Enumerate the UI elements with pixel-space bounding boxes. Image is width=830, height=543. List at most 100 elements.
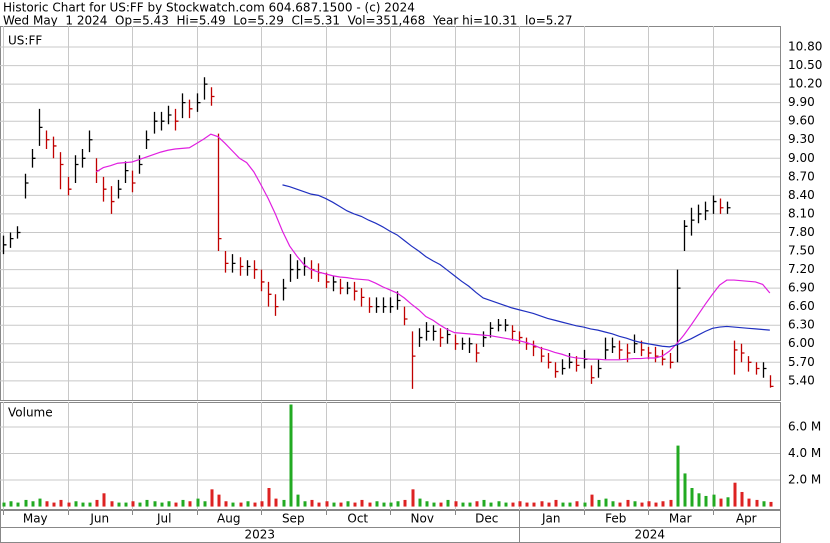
price-bar — [704, 201, 709, 221]
y-tick-label: 7.20 — [788, 262, 815, 276]
volume-bar — [583, 502, 587, 507]
volume-bar — [697, 493, 701, 507]
price-bar — [124, 161, 129, 184]
price-bar — [38, 108, 43, 146]
volume-bar — [532, 502, 536, 507]
price-bar — [633, 334, 638, 354]
volume-bar — [38, 498, 42, 507]
volume-bar — [274, 498, 278, 507]
price-bar — [511, 325, 516, 341]
month-label: Feb — [605, 512, 626, 526]
volume-bar — [554, 499, 558, 507]
price-bar — [762, 362, 767, 378]
volume-bar — [224, 501, 228, 507]
volume-bar — [81, 502, 85, 507]
price-bar — [59, 152, 64, 190]
price-bar — [153, 111, 158, 134]
price-bar — [110, 186, 115, 214]
volume-bar — [389, 502, 393, 507]
volume-bar — [310, 499, 314, 507]
volume-bar — [353, 502, 357, 507]
volume-bar — [368, 502, 372, 507]
volume-bar — [626, 499, 630, 507]
price-bar — [618, 340, 623, 360]
volume-bar — [181, 499, 185, 507]
volume-bar — [669, 499, 673, 507]
price-bar — [368, 297, 373, 313]
volume-bar — [325, 501, 329, 507]
volume-bar — [604, 498, 608, 507]
volume-bar — [755, 499, 759, 507]
price-bar — [547, 353, 552, 369]
volume-label: Volume — [8, 406, 53, 420]
price-bar — [260, 269, 265, 292]
price-bar — [454, 334, 459, 350]
y-tick-label: 10.50 — [788, 58, 822, 72]
volume-bar — [568, 502, 572, 507]
month-label: Jun — [89, 512, 109, 526]
volume-bar — [360, 499, 364, 507]
price-bar — [769, 375, 774, 388]
volume-bar — [769, 501, 773, 507]
price-bar — [518, 331, 523, 344]
volume-bar — [160, 502, 164, 507]
volume-bar — [210, 489, 214, 507]
volume-bar — [647, 501, 651, 507]
price-bar — [289, 254, 294, 282]
price-bar — [160, 111, 165, 131]
month-label: Oct — [347, 512, 368, 526]
price-bar — [145, 130, 150, 150]
volume-bar — [432, 502, 436, 507]
price-bar — [74, 155, 79, 184]
price-bar — [575, 356, 580, 372]
price-bar — [540, 346, 545, 363]
volume-bar — [88, 502, 92, 507]
price-bar — [719, 198, 724, 214]
y-tick-label: 7.50 — [788, 244, 815, 258]
volume-bar — [303, 501, 307, 507]
volume-bar — [747, 498, 751, 507]
price-bar — [403, 306, 408, 326]
price-bar — [647, 346, 652, 360]
price-bar — [81, 149, 86, 168]
price-bar — [9, 232, 14, 248]
price-bar — [16, 226, 21, 239]
volume-bar — [446, 499, 450, 507]
price-bar — [131, 170, 136, 193]
price-bar — [282, 278, 287, 301]
volume-bar — [547, 502, 551, 507]
volume-bar — [145, 499, 149, 507]
volume-bar — [482, 499, 486, 507]
price-bar — [661, 349, 666, 366]
y-tick-label: 6.90 — [788, 281, 815, 295]
price-bar — [468, 337, 473, 354]
price-bar — [747, 356, 752, 372]
price-bar — [138, 155, 143, 174]
price-bar — [497, 319, 502, 332]
month-label: May — [23, 512, 48, 526]
month-label: Jul — [156, 512, 171, 526]
header-quote: Wed May 1 2024 Op=5.43 Hi=5.49 Lo=5.29 C… — [3, 14, 573, 28]
volume-tick-label: 4.0 M — [788, 446, 821, 460]
month-label: Sep — [282, 512, 305, 526]
price-bar — [196, 93, 201, 112]
volume-bar — [246, 501, 250, 507]
volume-bar — [618, 502, 622, 507]
volume-bar — [489, 502, 493, 507]
volume-bar — [45, 501, 49, 507]
price-bar — [2, 235, 7, 255]
year-label: 2023 — [244, 528, 275, 542]
volume-tick-label: 2.0 M — [788, 473, 821, 487]
volume-bar — [439, 502, 443, 507]
price-bar — [683, 220, 688, 252]
volume-bar — [590, 494, 594, 507]
y-tick-label: 5.70 — [788, 355, 815, 369]
volume-bar — [117, 502, 121, 507]
volume-bar — [346, 501, 350, 507]
price-bar — [425, 322, 430, 341]
volume-bar — [131, 501, 135, 507]
volume-bar — [468, 502, 472, 507]
price-bar — [482, 331, 487, 347]
volume-bar — [719, 498, 723, 507]
